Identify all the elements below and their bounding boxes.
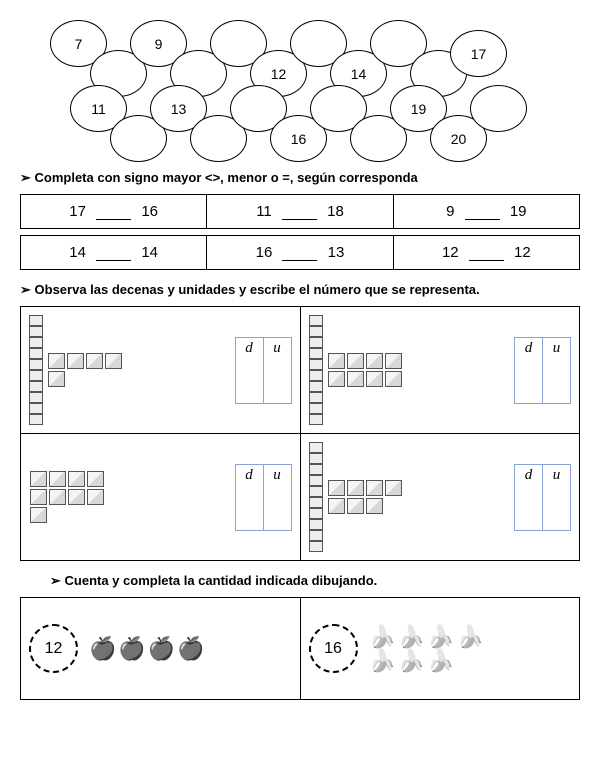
oval	[470, 85, 527, 132]
du-box[interactable]: du	[235, 464, 292, 531]
oval: 17	[450, 30, 507, 77]
fruit-icon: 🍌	[427, 650, 454, 672]
fruit-icon: 🍌	[398, 650, 425, 672]
du-box[interactable]: du	[514, 337, 571, 404]
target-number: 12	[29, 624, 78, 673]
fruit-icon: 🍌	[369, 626, 396, 648]
fruit-icon: 🍌	[457, 626, 484, 648]
fruit-icon: 🍌	[398, 626, 425, 648]
target-number: 16	[309, 624, 358, 673]
fruit-icon: 🍎	[177, 638, 204, 660]
compare-table-2: 14 1416 1312 12	[20, 235, 580, 270]
fruit-icon: 🍌	[369, 650, 396, 672]
block-cell[interactable]: du	[309, 442, 572, 552]
du-box[interactable]: du	[235, 337, 292, 404]
fruit-icon: 🍎	[89, 638, 116, 660]
fruit-icon: 🍌	[427, 626, 454, 648]
compare-cell[interactable]: 16 13	[207, 236, 393, 270]
count-cell[interactable]: 12🍎🍎🍎🍎	[29, 624, 292, 673]
ovals-diagram: 791214171113161920	[20, 20, 580, 155]
fruit-icon: 🍎	[118, 638, 145, 660]
du-box[interactable]: du	[514, 464, 571, 531]
compare-cell[interactable]: 14 14	[21, 236, 207, 270]
instruction-count: Cuenta y completa la cantidad indicada d…	[50, 573, 580, 589]
compare-table-1: 17 1611 189 19	[20, 194, 580, 229]
block-cell[interactable]: du	[29, 464, 292, 531]
compare-cell[interactable]: 17 16	[21, 195, 207, 229]
compare-cell[interactable]: 9 19	[393, 195, 579, 229]
blocks-table: du du du du	[20, 306, 580, 561]
compare-cell[interactable]: 11 18	[207, 195, 393, 229]
instruction-compare: Completa con signo mayor <>, menor o =, …	[20, 170, 580, 186]
fruit-icon: 🍎	[148, 638, 175, 660]
instruction-blocks: Observa las decenas y unidades y escribe…	[20, 282, 580, 298]
block-cell[interactable]: du	[309, 315, 572, 425]
count-table: 12🍎🍎🍎🍎16🍌🍌🍌🍌🍌🍌🍌	[20, 597, 580, 700]
count-cell[interactable]: 16🍌🍌🍌🍌🍌🍌🍌	[309, 624, 572, 673]
block-cell[interactable]: du	[29, 315, 292, 425]
compare-cell[interactable]: 12 12	[393, 236, 579, 270]
